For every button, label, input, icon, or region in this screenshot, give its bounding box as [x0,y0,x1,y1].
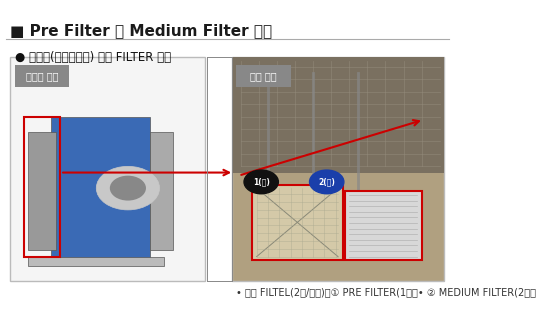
Text: ■ Pre Filter 및 Medium Filter 구성: ■ Pre Filter 및 Medium Filter 구성 [10,23,273,38]
FancyBboxPatch shape [51,116,151,260]
Text: 1(前): 1(前) [253,177,270,187]
Circle shape [96,166,160,210]
FancyBboxPatch shape [252,185,343,260]
Text: 공조기 전경: 공조기 전경 [26,71,58,81]
Text: 내부 구조: 내부 구조 [250,71,277,81]
FancyBboxPatch shape [232,57,444,281]
FancyBboxPatch shape [151,132,173,250]
Circle shape [244,170,278,194]
Text: 2(後): 2(後) [318,177,335,187]
FancyBboxPatch shape [29,132,56,250]
FancyBboxPatch shape [236,65,290,87]
FancyBboxPatch shape [232,57,444,173]
Text: • 내부 FILTEL(2중/구조)：① PRE FILTER(1차）• ② MEDIUM FILTER(2차）: • 내부 FILTEL(2중/구조)：① PRE FILTER(1차）• ② M… [236,287,536,297]
FancyBboxPatch shape [345,191,422,260]
Circle shape [310,170,344,194]
FancyBboxPatch shape [10,57,205,281]
FancyBboxPatch shape [29,257,164,266]
FancyBboxPatch shape [15,65,69,87]
Text: ● 공조기(냉난방장비) 내부 FILTER 구조: ● 공조기(냉난방장비) 내부 FILTER 구조 [15,51,171,64]
Circle shape [110,176,146,201]
